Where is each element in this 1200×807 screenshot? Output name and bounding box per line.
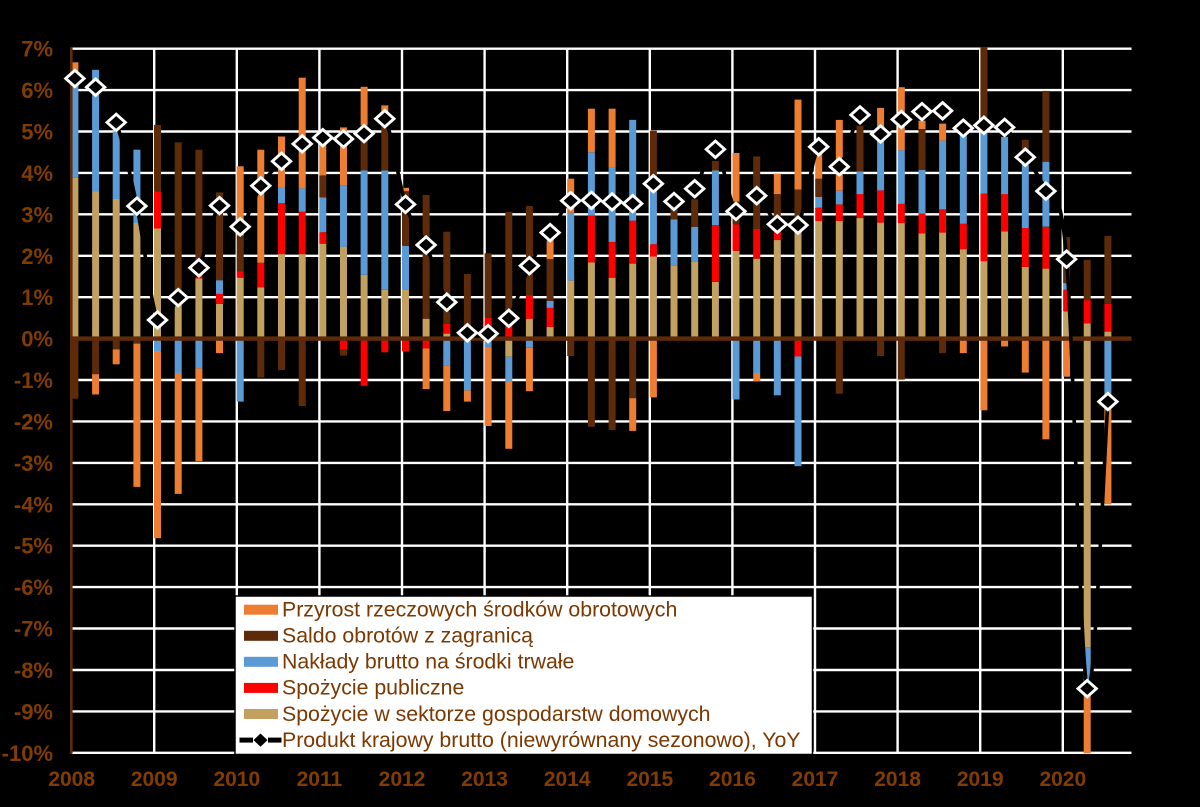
svg-text:-7%: -7% [14, 617, 53, 642]
svg-text:2016: 2016 [709, 768, 756, 791]
svg-text:7%: 7% [21, 37, 53, 62]
svg-text:2011: 2011 [297, 768, 343, 791]
svg-text:-2%: -2% [14, 409, 53, 434]
svg-text:2009: 2009 [131, 768, 178, 791]
svg-text:2010: 2010 [213, 768, 260, 791]
svg-text:2018: 2018 [874, 768, 921, 791]
svg-text:Saldo obrotów z zagranicą: Saldo obrotów z zagranicą [282, 624, 533, 648]
svg-text:-1%: -1% [14, 368, 53, 393]
svg-text:Przyrost rzeczowych środków ob: Przyrost rzeczowych środków obrotowych [282, 598, 677, 622]
svg-text:5%: 5% [21, 120, 53, 145]
svg-text:-10%: -10% [2, 741, 53, 766]
svg-text:6%: 6% [21, 78, 53, 103]
svg-text:-8%: -8% [14, 658, 53, 683]
svg-text:2%: 2% [21, 244, 53, 269]
svg-text:2014: 2014 [544, 768, 591, 791]
svg-text:-4%: -4% [14, 492, 53, 517]
svg-text:Spożycie publiczne: Spożycie publiczne [282, 676, 464, 700]
svg-text:2019: 2019 [957, 768, 1004, 791]
svg-text:-6%: -6% [14, 575, 53, 600]
svg-text:2017: 2017 [792, 768, 839, 791]
svg-text:2012: 2012 [379, 768, 426, 791]
svg-text:Nakłady brutto na środki trwał: Nakłady brutto na środki trwałe [282, 650, 574, 674]
svg-text:2008: 2008 [48, 768, 95, 791]
svg-text:3%: 3% [21, 202, 53, 227]
svg-text:Produkt krajowy brutto (niewyr: Produkt krajowy brutto (niewyrównany sez… [282, 728, 801, 752]
svg-text:Spożycie w sektorze gospodarst: Spożycie w sektorze gospodarstw domowych [282, 702, 711, 726]
svg-text:-5%: -5% [14, 534, 53, 559]
svg-text:2020: 2020 [1039, 768, 1086, 791]
svg-text:-3%: -3% [14, 451, 53, 476]
svg-text:4%: 4% [21, 161, 53, 186]
svg-text:0%: 0% [21, 327, 53, 352]
svg-text:2013: 2013 [461, 768, 508, 791]
svg-text:2015: 2015 [626, 768, 673, 791]
svg-text:1%: 1% [21, 285, 53, 310]
svg-text:-9%: -9% [14, 699, 53, 724]
